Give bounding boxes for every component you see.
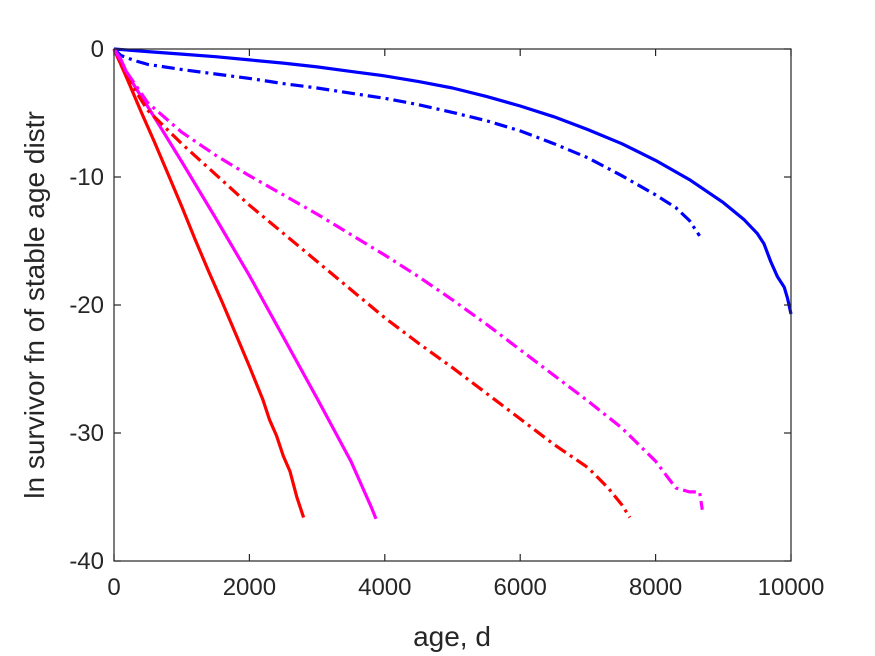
series-line-5	[112, 48, 632, 519]
x-tick-label-0: 0	[107, 574, 120, 601]
x-tick-label-3: 6000	[494, 574, 547, 601]
series-layer	[112, 47, 793, 520]
series-line-1	[113, 47, 793, 315]
series-line-2	[112, 47, 701, 237]
y-axis: 0 -10 -20 -30 -40	[69, 36, 791, 575]
x-tick-label-4: 8000	[629, 574, 682, 601]
y-tick-label-4: -40	[69, 548, 104, 575]
x-axis: 0 2000 4000 6000 8000 10000	[107, 49, 824, 601]
x-tick-label-2: 4000	[358, 574, 411, 601]
plot-area	[114, 49, 791, 561]
series-line-6	[112, 48, 704, 511]
y-tick-label-0: 0	[91, 36, 104, 63]
x-tick-label-5: 10000	[758, 574, 825, 601]
x-axis-label: age, d	[413, 621, 491, 652]
y-tick-label-2: -20	[69, 292, 104, 319]
series-line-3	[112, 48, 306, 519]
y-tick-label-3: -30	[69, 420, 104, 447]
x-tick-label-1: 2000	[223, 574, 276, 601]
y-tick-label-1: -10	[69, 164, 104, 191]
y-axis-label: ln survivor fn of stable age distr	[19, 111, 50, 499]
